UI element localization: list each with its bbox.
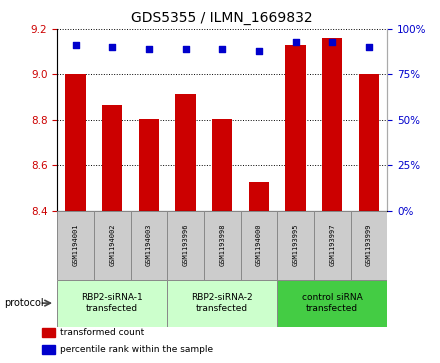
FancyBboxPatch shape — [94, 211, 131, 280]
Text: percentile rank within the sample: percentile rank within the sample — [60, 345, 213, 354]
Bar — [42, 328, 55, 337]
Text: RBP2-siRNA-2
transfected: RBP2-siRNA-2 transfected — [191, 293, 253, 313]
FancyBboxPatch shape — [241, 211, 277, 280]
Bar — [102, 105, 122, 211]
Bar — [176, 94, 196, 211]
Bar — [139, 119, 159, 211]
Title: GDS5355 / ILMN_1669832: GDS5355 / ILMN_1669832 — [132, 11, 313, 25]
Bar — [42, 345, 55, 354]
Text: GSM1194001: GSM1194001 — [73, 224, 78, 266]
Text: transformed count: transformed count — [60, 328, 144, 337]
Point — [365, 44, 372, 50]
FancyBboxPatch shape — [277, 211, 314, 280]
Point — [145, 46, 152, 52]
Point — [292, 39, 299, 45]
Point — [219, 46, 226, 52]
FancyBboxPatch shape — [314, 211, 351, 280]
FancyBboxPatch shape — [131, 211, 167, 280]
Text: GSM1193995: GSM1193995 — [293, 224, 298, 266]
Text: protocol: protocol — [4, 298, 44, 308]
FancyBboxPatch shape — [57, 211, 94, 280]
Text: GSM1194002: GSM1194002 — [109, 224, 115, 266]
Point — [255, 48, 262, 54]
Bar — [212, 119, 232, 211]
Text: GSM1193997: GSM1193997 — [329, 224, 335, 266]
Text: RBP2-siRNA-1
transfected: RBP2-siRNA-1 transfected — [81, 293, 143, 313]
Point — [182, 46, 189, 52]
Bar — [286, 45, 306, 211]
Text: GSM1193998: GSM1193998 — [219, 224, 225, 266]
FancyBboxPatch shape — [277, 280, 387, 327]
Text: control siRNA
transfected: control siRNA transfected — [302, 293, 363, 313]
Text: GSM1193996: GSM1193996 — [183, 224, 188, 266]
FancyBboxPatch shape — [57, 280, 167, 327]
Text: GSM1194003: GSM1194003 — [146, 224, 152, 266]
Bar — [359, 74, 379, 211]
FancyBboxPatch shape — [167, 280, 277, 327]
FancyBboxPatch shape — [204, 211, 241, 280]
Point — [109, 44, 116, 50]
Text: GSM1194000: GSM1194000 — [256, 224, 262, 266]
Bar — [66, 74, 86, 211]
Bar — [322, 38, 342, 211]
Text: GSM1193999: GSM1193999 — [366, 224, 372, 266]
Bar — [249, 182, 269, 211]
Point — [329, 39, 336, 45]
FancyBboxPatch shape — [351, 211, 387, 280]
FancyBboxPatch shape — [167, 211, 204, 280]
Point — [72, 42, 79, 48]
